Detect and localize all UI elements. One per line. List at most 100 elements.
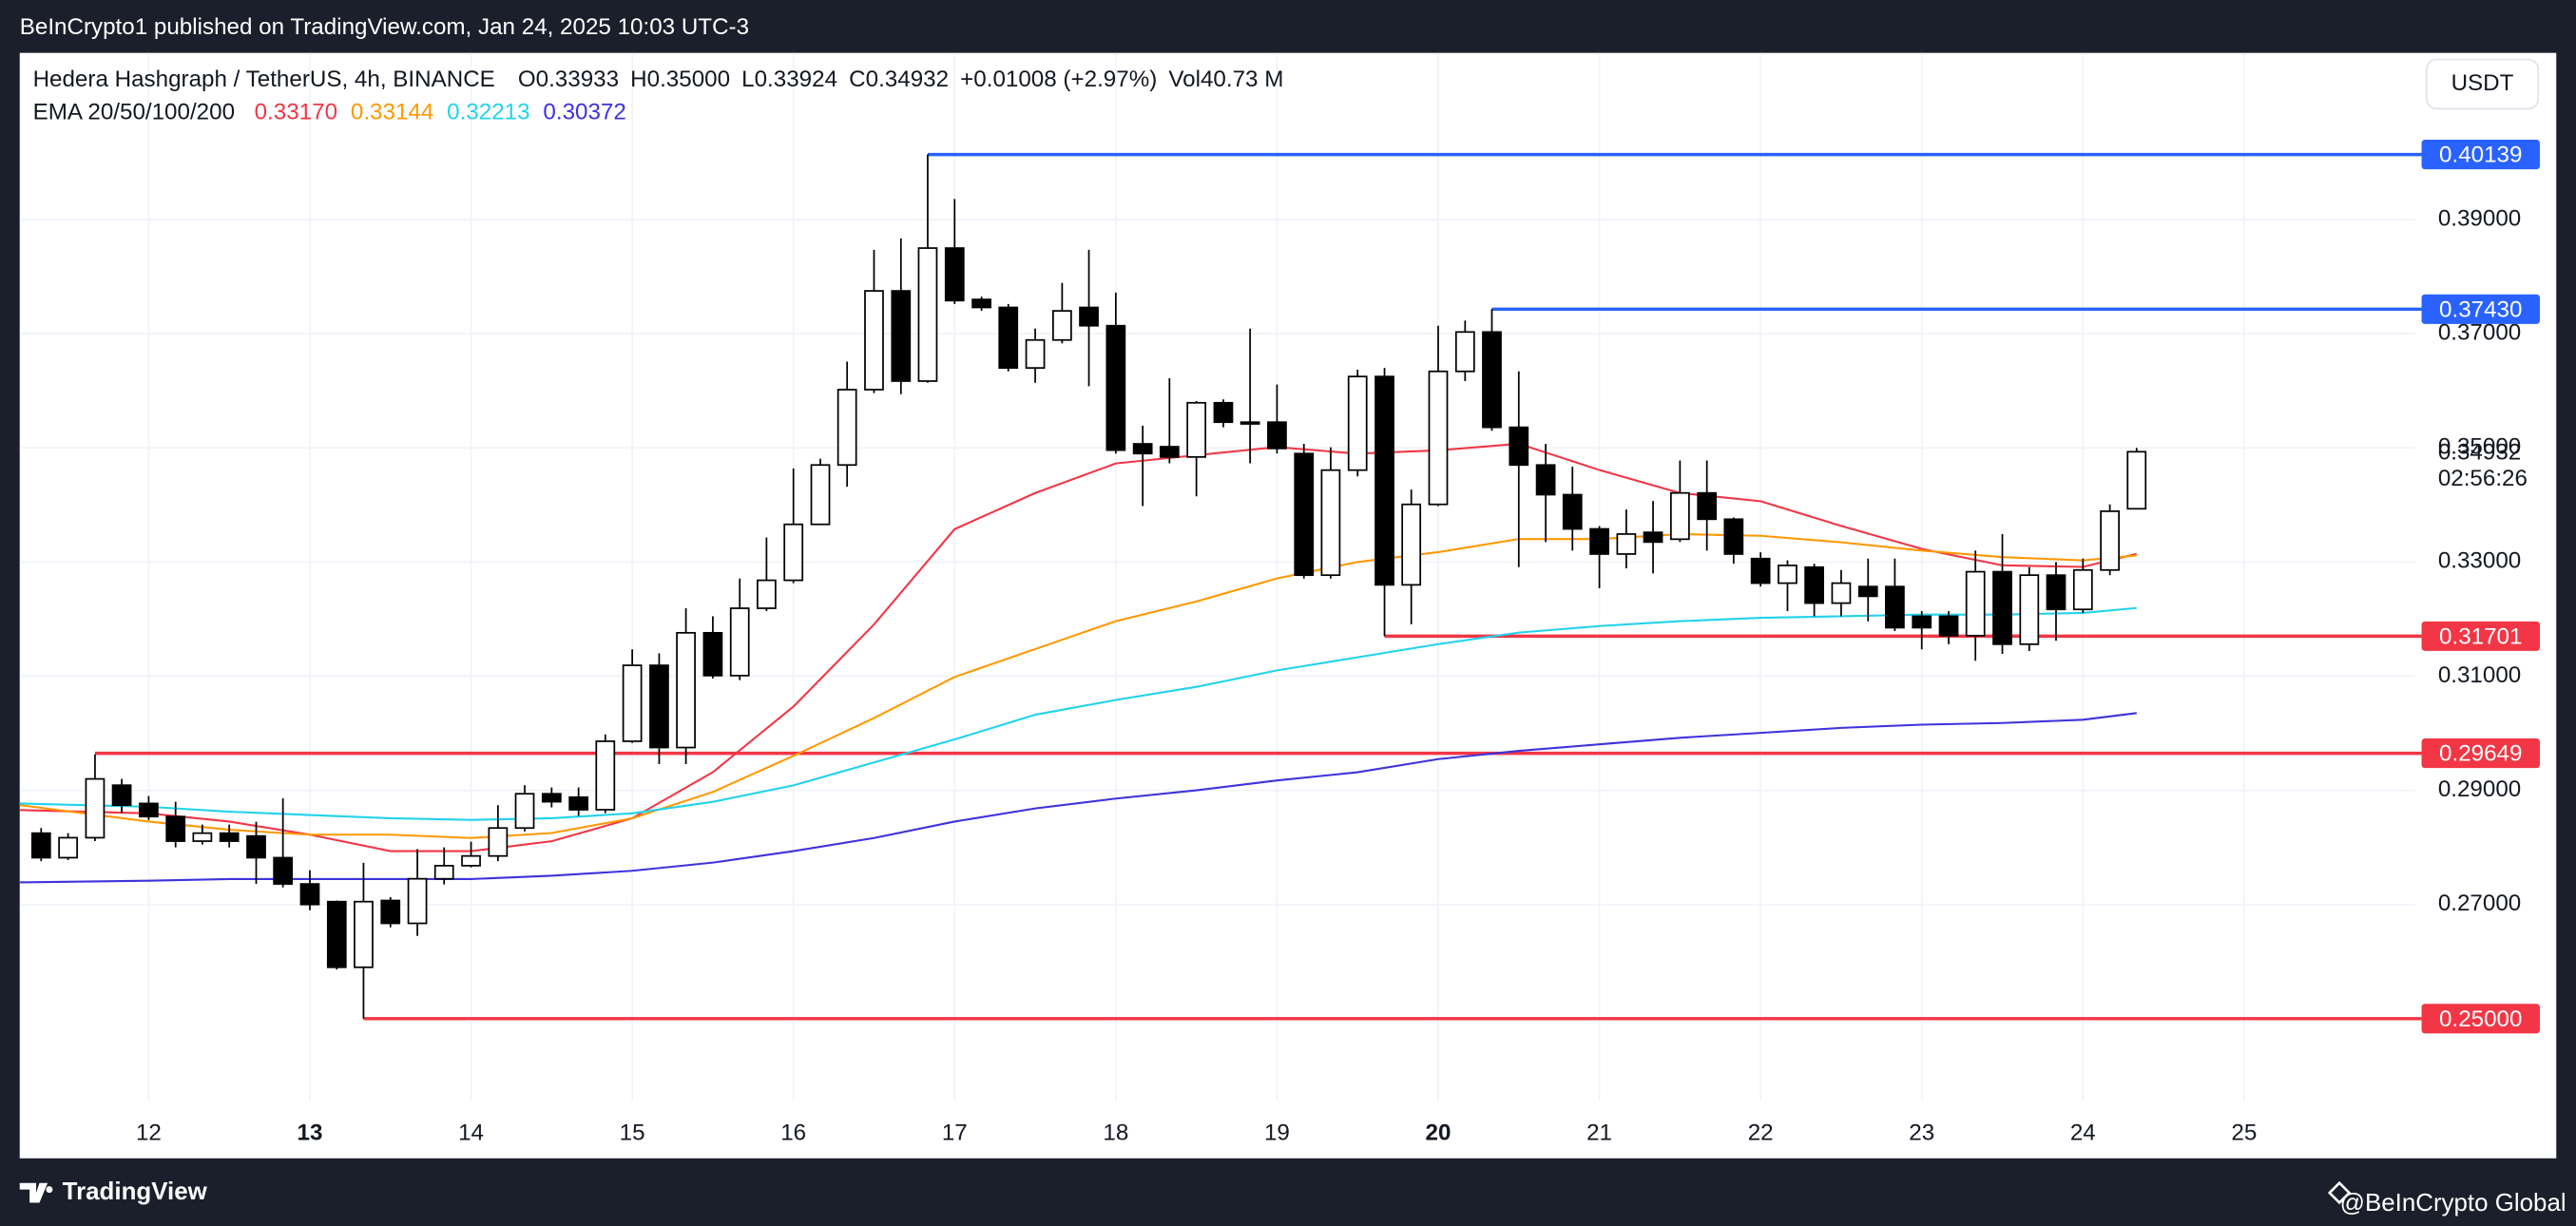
candle-body: [1454, 331, 1475, 373]
candle-body: [595, 740, 616, 811]
candle-body: [1132, 443, 1153, 455]
ema-line: [19, 532, 2137, 839]
x-tick-label: 21: [1586, 1120, 1612, 1145]
candle-body: [2126, 450, 2147, 510]
candle-body: [2072, 568, 2093, 611]
x-tick-label: 18: [1103, 1120, 1128, 1145]
symbol: Hedera Hashgraph / TetherUS, 4h, BINANCE: [33, 67, 495, 92]
candle-body: [326, 900, 347, 968]
candle-body: [1804, 565, 1824, 604]
tradingview-logo: [19, 1182, 53, 1203]
currency-button-label[interactable]: USDT: [2451, 70, 2514, 96]
level-label-box: [2421, 621, 2540, 651]
candle-body: [1375, 375, 1394, 586]
candle-body: [702, 631, 723, 677]
y-tick-label: 0.37000: [2438, 320, 2521, 346]
candle-body: [2019, 574, 2040, 645]
candle-body: [165, 815, 186, 842]
candle-body: [488, 827, 509, 857]
candle-body: [1294, 452, 1315, 577]
candle-body: [2046, 574, 2067, 611]
candle-body: [1831, 582, 1852, 604]
level-label-box: [2421, 738, 2540, 769]
candle-body: [1616, 533, 1637, 555]
candle-body: [757, 579, 777, 609]
candle-body: [1186, 401, 1207, 458]
level-label: 0.40139: [2439, 143, 2522, 168]
grid: [19, 52, 2415, 1101]
quote-item: O0.33933: [518, 67, 619, 92]
candle-body: [891, 290, 912, 382]
candle-body: [1079, 306, 1099, 327]
quote-item: L0.33924: [741, 67, 837, 92]
candle-body: [246, 834, 266, 859]
candle-body: [354, 900, 374, 968]
level-label: 0.31701: [2439, 623, 2522, 649]
ema-value: 0.33170: [255, 100, 337, 125]
ema-value: 0.33144: [351, 100, 433, 125]
y-tick-label: 0.29000: [2438, 776, 2521, 802]
quote-item: C0.34932: [849, 67, 949, 92]
level-label-box: [2421, 1004, 2540, 1034]
candle-body: [1965, 570, 1986, 637]
credit: @BeInCrypto Global: [2340, 1190, 2566, 1216]
candle-body: [1857, 585, 1878, 598]
y-tick-label: 0.27000: [2438, 891, 2521, 916]
y-tick-label: 0.39000: [2438, 205, 2521, 231]
symbol-line: Hedera Hashgraph / TetherUS, 4h, BINANCE…: [33, 67, 1284, 92]
candle-body: [1025, 338, 1046, 370]
brand: TradingView: [63, 1178, 208, 1205]
candle-body: [836, 389, 857, 467]
level-label: 0.25000: [2439, 1006, 2522, 1032]
candle-body: [2100, 510, 2120, 571]
candle-body: [1778, 565, 1797, 584]
candle-body: [58, 836, 78, 859]
x-tick-label: 19: [1264, 1120, 1290, 1145]
level-label: 0.29649: [2439, 741, 2522, 767]
candle-body: [1992, 570, 2012, 645]
candle-body: [1482, 331, 1502, 429]
candle-body: [1267, 421, 1287, 450]
x-tick-label: 22: [1748, 1120, 1774, 1145]
candle-body: [1159, 446, 1180, 458]
candles: [30, 154, 2147, 1019]
candle-body: [1213, 401, 1234, 424]
candle-body: [944, 247, 965, 302]
x-tick-label: 13: [298, 1120, 323, 1145]
x-tick-label: 15: [620, 1120, 645, 1145]
x-tick-label: 23: [1909, 1120, 1934, 1145]
candle-body: [541, 793, 562, 803]
candle-body: [1697, 491, 1718, 521]
candle-body: [273, 856, 294, 885]
ema-label: EMA 20/50/100/200: [33, 100, 235, 125]
candle-body: [192, 832, 213, 842]
currency-button[interactable]: [2425, 58, 2540, 110]
candle-body: [971, 298, 991, 309]
candle-body: [111, 784, 132, 807]
level-label-box: [2421, 140, 2540, 170]
candle-body: [1240, 421, 1260, 425]
candle-body: [1669, 491, 1690, 541]
candle-body: [783, 523, 804, 582]
last-price-label: 0.34932: [2438, 439, 2521, 465]
candle-body: [998, 306, 1019, 370]
candle-body: [1320, 469, 1341, 577]
chart-panel: [19, 52, 2557, 1159]
candle-body: [1589, 527, 1609, 555]
ema-value: 0.30372: [543, 100, 625, 125]
candle-body: [676, 631, 696, 749]
candle-body: [810, 464, 831, 526]
candle-body: [1723, 518, 1744, 555]
candle-body: [864, 290, 884, 391]
candle-body: [407, 877, 428, 925]
candle-body: [1938, 615, 1959, 637]
logo-mark: [19, 1182, 53, 1203]
ema-legend: EMA 20/50/100/200 0.33170 0.33144 0.32213 0…: [33, 100, 626, 125]
candle-body: [568, 795, 589, 811]
candle-body: [1750, 557, 1771, 584]
candle-body: [1912, 615, 1932, 629]
candle-body: [433, 865, 454, 880]
candle-body: [729, 607, 750, 677]
candle-body: [1885, 585, 1905, 629]
candle-body: [30, 832, 51, 859]
